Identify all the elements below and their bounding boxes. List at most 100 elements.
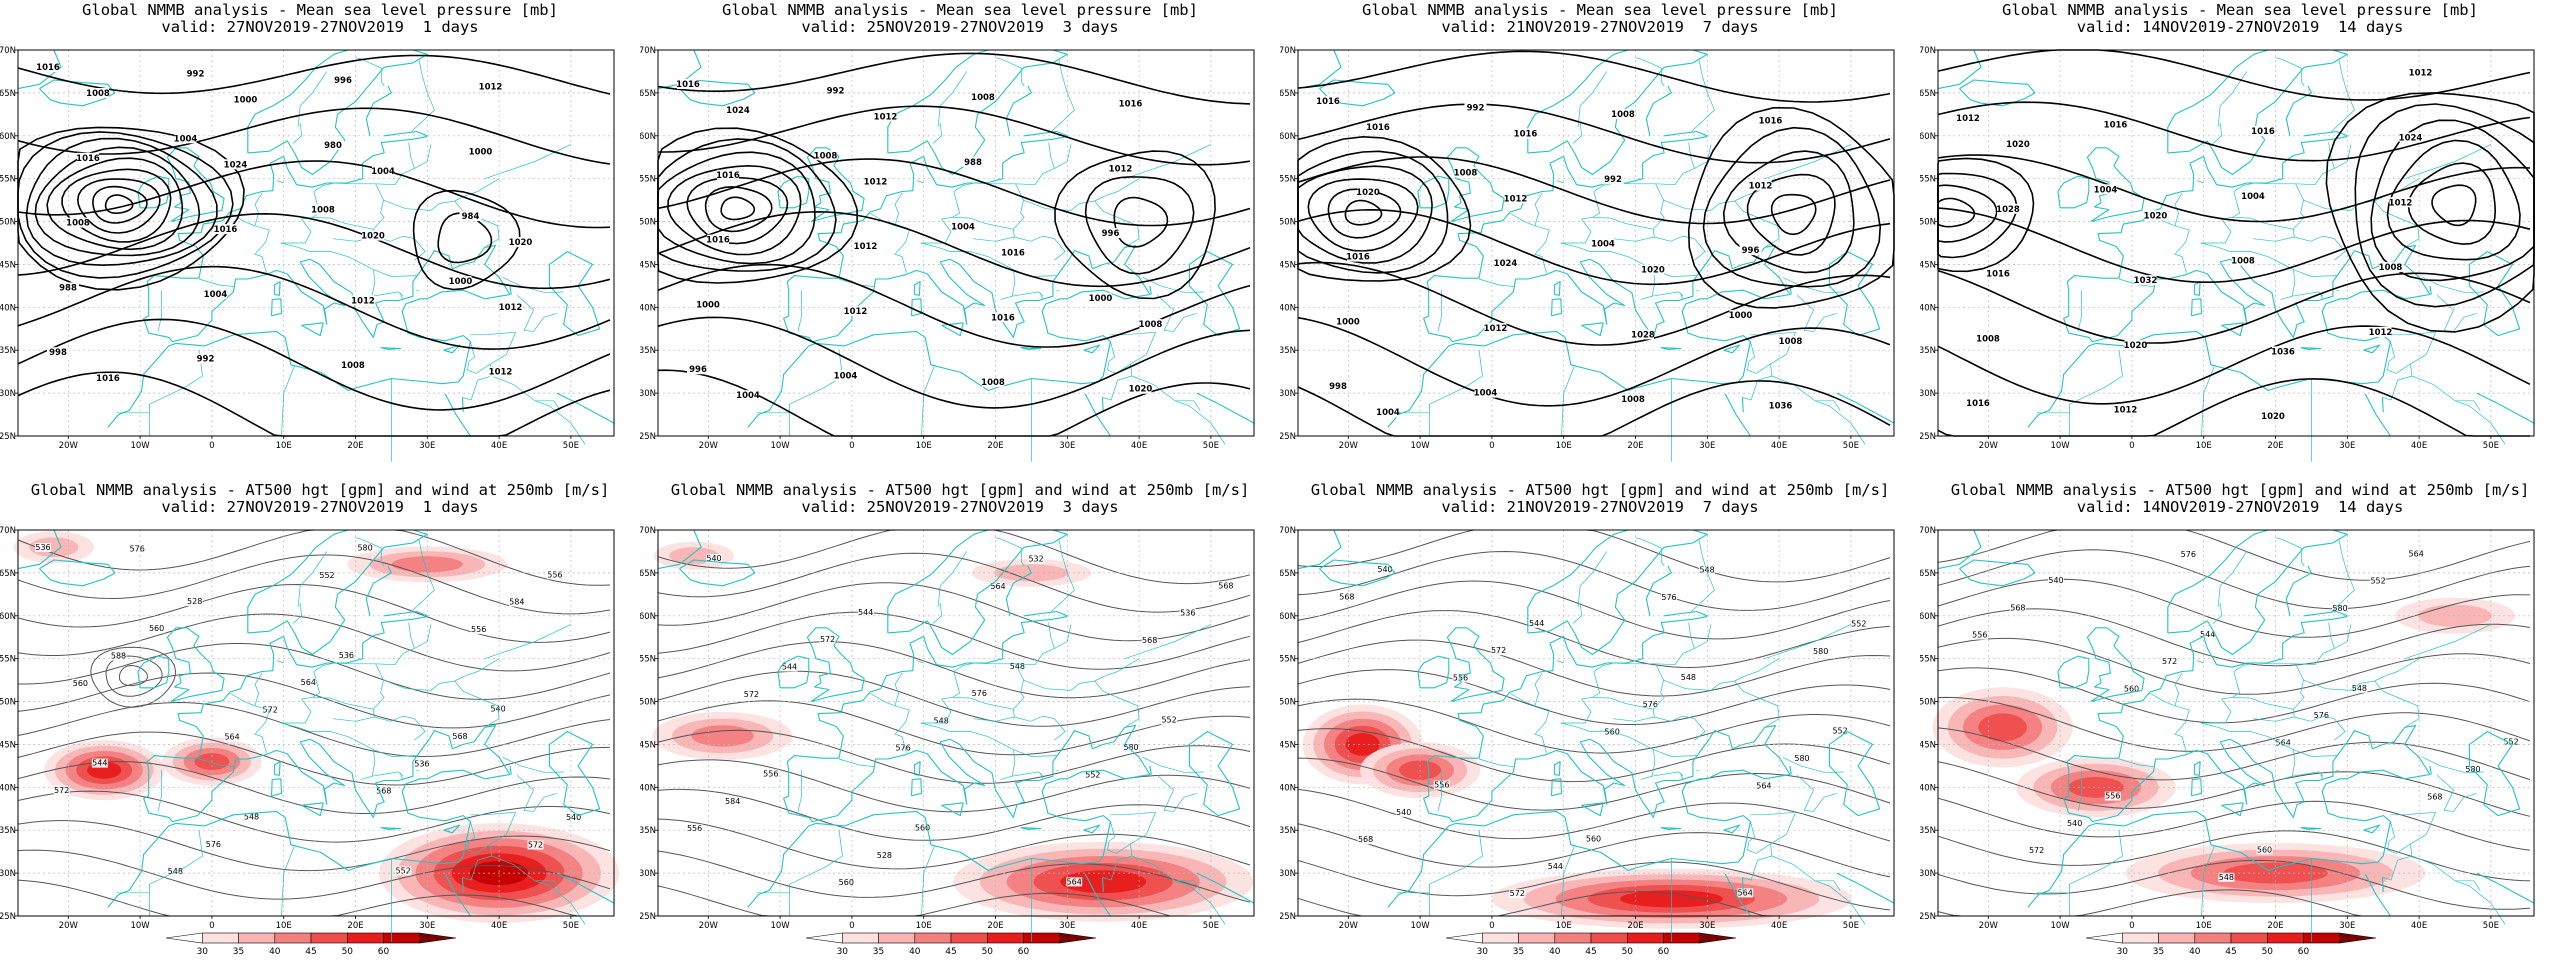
lon-tick-label: 20W <box>1979 921 1999 931</box>
coastline-crete <box>380 827 402 830</box>
map-frame <box>1297 529 1895 917</box>
height-label-bg <box>686 824 703 834</box>
country-border <box>1040 292 1044 301</box>
country-border <box>1694 624 1712 649</box>
country-border <box>789 830 843 897</box>
isobar-label: 1004 <box>1376 408 1400 418</box>
country-border <box>2404 624 2492 660</box>
lon-tick-label: 40E <box>2411 441 2427 451</box>
isobar-label-bg <box>1464 102 1487 113</box>
hgt-panel-3day: Global NMMB analysis - AT500 hgt [gpm] a… <box>640 480 1280 960</box>
height-label: 568 <box>1339 592 1354 601</box>
height-contour <box>17 849 611 900</box>
height-label: 572 <box>820 635 835 644</box>
height-label: 572 <box>54 786 69 795</box>
height-label-bg <box>527 840 544 850</box>
coastline-corsica <box>273 281 281 296</box>
coastline-gulf <box>2304 610 2348 617</box>
map-background <box>1938 50 2534 436</box>
country-border <box>1560 242 1656 300</box>
isobar-label-bg <box>687 364 709 375</box>
coastline-finland <box>1645 565 1672 616</box>
country-border <box>1814 400 1866 445</box>
lon-tick-label: 40E <box>1131 441 1147 451</box>
lat-tick-label: 65N <box>1920 89 1936 99</box>
country-border <box>2320 772 2324 781</box>
country-border <box>149 350 203 417</box>
lon-tick-label: 30E <box>419 441 435 451</box>
country-border <box>149 830 203 897</box>
isobar-label: 1016 <box>1119 100 1143 110</box>
coastline-black_in <box>1149 285 1152 295</box>
lon-tick-label: 20W <box>699 441 719 451</box>
country-border <box>2294 715 2346 741</box>
coastline-gulf <box>1664 130 1708 137</box>
isobar-label: 1008 <box>1621 395 1645 405</box>
country-border <box>355 57 385 87</box>
isobar <box>1084 176 1195 275</box>
isobar-label: 1000 <box>696 300 720 310</box>
lat-tick-label: 70N <box>1920 526 1936 536</box>
country-border <box>297 71 328 128</box>
country-border <box>2149 212 2190 274</box>
lon-tick-label: 50E <box>1843 441 1859 451</box>
panel-title: Global NMMB analysis - AT500 hgt [gpm] a… <box>670 481 1250 499</box>
height-label-bg <box>743 689 760 699</box>
country-border <box>838 758 875 768</box>
isobar-label: 1016 <box>706 236 730 246</box>
colorbar-tick-label: 30 <box>837 947 849 957</box>
height-label-bg <box>2275 738 2292 748</box>
height-label: 580 <box>2332 604 2347 613</box>
isobar-labels: 1012 1004 1008 1012 1016 1016 1004 1008 1008 1012… <box>1956 67 2432 422</box>
isobar-label: 1004 <box>1591 240 1615 250</box>
height-contour <box>1297 757 1891 811</box>
isobar-label: 1012 <box>844 307 868 317</box>
coastline-norway <box>247 529 428 655</box>
country-border <box>276 180 284 184</box>
country-border <box>1653 749 1697 757</box>
country-border <box>1734 658 1780 682</box>
borders <box>2037 537 2506 942</box>
height-label: 552 <box>396 866 411 875</box>
height-label: 576 <box>1661 593 1676 602</box>
isobar-label-bg <box>332 75 354 85</box>
height-label: 576 <box>1643 700 1658 709</box>
height-label: 560 <box>73 679 88 688</box>
height-contour <box>1937 549 2531 610</box>
lon-tick-label: 40E <box>1771 441 1787 451</box>
isobar-label-bg <box>1602 173 1624 184</box>
height-label: 568 <box>452 732 467 741</box>
isobar-label: 1004 <box>2241 192 2265 202</box>
lat-tick-label: 70N <box>0 46 16 56</box>
isobar-label-bg <box>67 217 89 228</box>
isobar-label-bg <box>1642 264 1664 275</box>
country-border <box>1437 770 1442 812</box>
isobar-label-bg <box>2124 339 2147 350</box>
axis-labels: 70N 65N 60N 55N 50N 45N 40N 35N 30N 25N 20W 10W 0 10E… <box>1280 46 1859 451</box>
height-label: 572 <box>528 841 543 850</box>
isobar-label-bg <box>87 88 109 98</box>
lat-tick-label: 70N <box>640 526 656 536</box>
coastline-iceland <box>1959 79 2036 107</box>
height-contour <box>17 790 611 843</box>
country-border <box>1577 71 1608 128</box>
height-label-bg <box>148 624 165 634</box>
country-border <box>416 289 419 292</box>
isobar-label: 1008 <box>2379 263 2403 273</box>
country-border <box>516 295 557 332</box>
isobar-label-bg <box>2369 326 2392 337</box>
isobar <box>17 265 611 350</box>
country-border <box>254 673 263 706</box>
height-label-bg <box>1971 630 1988 640</box>
map-overlay: 70N 65N 60N 55N 50N 45N 40N 35N 30N 25N 20W 10W 0 10E… <box>0 526 615 942</box>
coastline-britain <box>1446 147 1505 223</box>
isobar-label-bg <box>57 282 79 293</box>
height-label-bg <box>2313 711 2330 721</box>
isobar-label: 1032 <box>2134 276 2158 286</box>
height-label-bg <box>914 823 931 833</box>
height-label: 580 <box>1794 754 1809 763</box>
country-border <box>1110 811 1156 816</box>
isobar-labels: 1016 1008 1004 1000 998 992 992 996 1000 1004 1008… <box>1316 96 1802 418</box>
map-overlay: 70N 65N 60N 55N 50N 45N 40N 35N 30N 25N 20W 10W 0 10E… <box>1920 526 2535 942</box>
height-contour <box>1297 860 1891 911</box>
